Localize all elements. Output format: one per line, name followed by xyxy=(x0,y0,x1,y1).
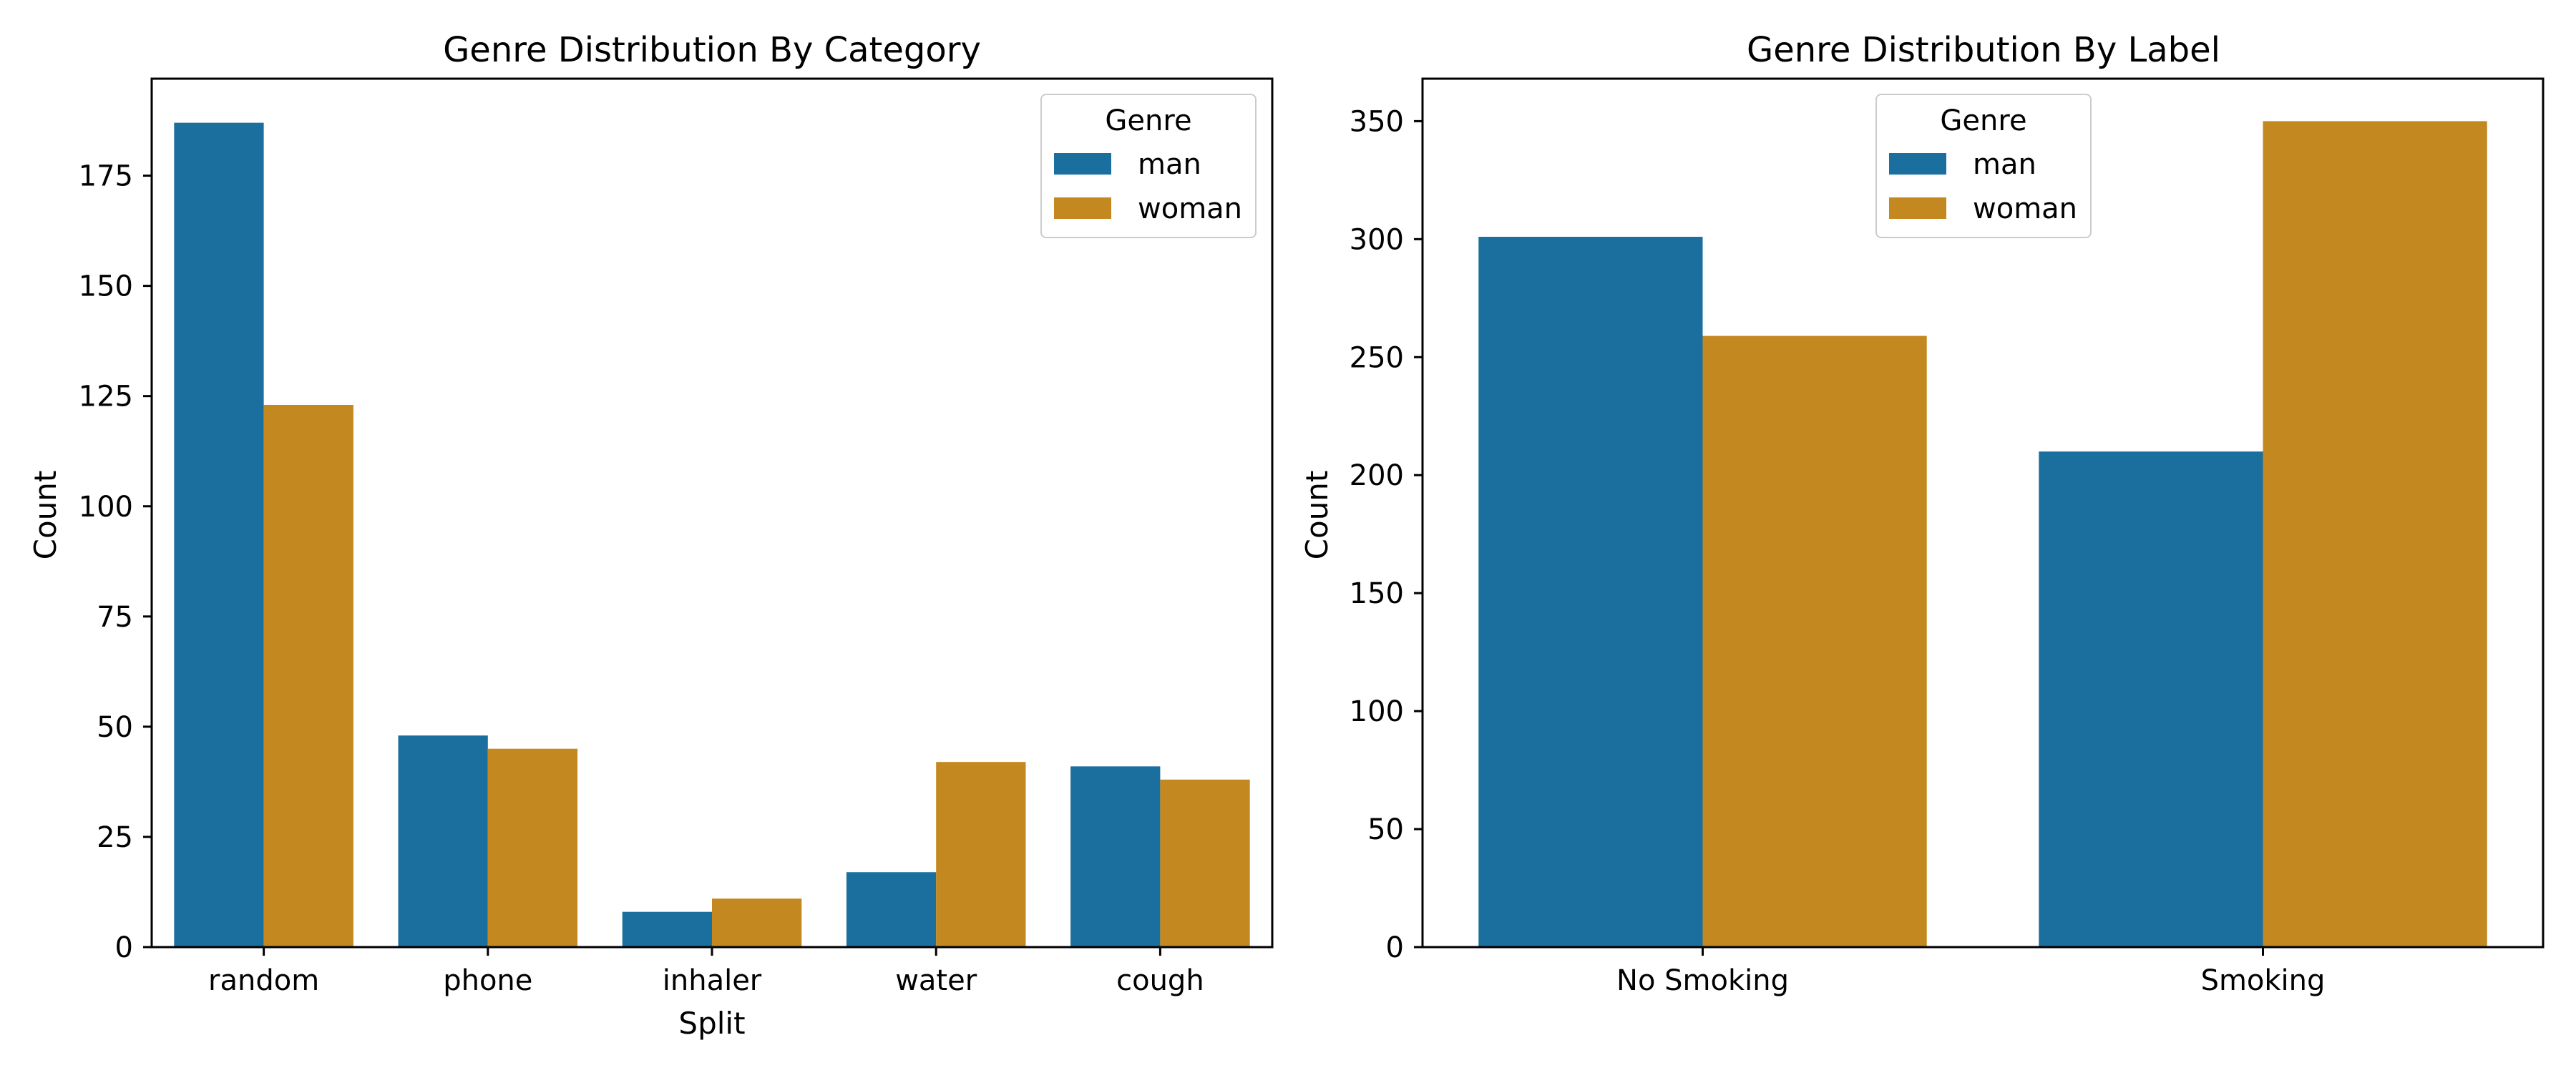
legend-label-woman: woman xyxy=(1973,192,2077,225)
legend-label-woman: woman xyxy=(1138,192,1242,225)
legend-label-man: man xyxy=(1973,148,2036,181)
y-axis-label: Count xyxy=(1299,471,1335,560)
chart-label: Genre Distribution By Label Count 0 50 100… xyxy=(1299,30,2545,997)
bar-man-random xyxy=(174,122,264,947)
y-tick-label: 125 xyxy=(79,381,133,413)
y-tick-label: 75 xyxy=(97,601,133,634)
legend-label-man: man xyxy=(1138,148,1201,181)
bar-man-phone xyxy=(398,735,488,947)
legend-swatch-man xyxy=(1889,153,1946,175)
bar-group xyxy=(1478,121,2487,948)
bar-man-water xyxy=(846,872,937,947)
legend-title: Genre xyxy=(1105,104,1191,137)
bar-woman-no-smoking xyxy=(1702,335,1927,947)
y-tick-label: 50 xyxy=(97,711,133,744)
chart-title: Genre Distribution By Category xyxy=(443,30,981,70)
y-tick-label: 25 xyxy=(97,821,133,854)
chart-category: Genre Distribution By Category Count Spl… xyxy=(28,30,1274,1041)
bar-woman-inhaler xyxy=(712,898,802,947)
legend-swatch-woman xyxy=(1889,197,1946,219)
bar-woman-random xyxy=(263,405,353,947)
x-tick-label: No Smoking xyxy=(1616,964,1789,997)
plot-frame xyxy=(1421,77,2545,949)
y-tick-label: 300 xyxy=(1350,223,1404,256)
x-axis: No Smoking Smoking xyxy=(1616,947,2325,997)
y-tick-label: 0 xyxy=(1386,931,1404,964)
y-tick-label: 175 xyxy=(79,160,133,193)
y-tick-label: 100 xyxy=(79,491,133,524)
bar-woman-smoking xyxy=(2263,121,2487,948)
x-tick-label: Smoking xyxy=(2201,964,2326,997)
legend-title: Genre xyxy=(1940,104,2026,137)
y-tick-label: 200 xyxy=(1350,459,1404,492)
y-tick-label: 150 xyxy=(79,270,133,303)
legend-swatch-woman xyxy=(1054,197,1111,219)
bar-woman-water xyxy=(936,762,1026,947)
y-tick-label: 150 xyxy=(1350,577,1404,610)
chart-title: Genre Distribution By Label xyxy=(1747,30,2220,70)
y-tick-label: 350 xyxy=(1350,105,1404,138)
bar-man-smoking xyxy=(2039,451,2263,947)
x-tick-label: random xyxy=(208,964,319,997)
x-tick-label: water xyxy=(895,964,977,997)
y-tick-label: 0 xyxy=(115,931,133,964)
legend-swatch-man xyxy=(1054,153,1111,175)
legend: Genre man woman xyxy=(1875,94,2092,238)
x-axis-label: Split xyxy=(678,1006,745,1041)
x-tick-label: phone xyxy=(443,964,532,997)
bar-woman-cough xyxy=(1160,779,1250,947)
legend: Genre man woman xyxy=(1040,94,1257,238)
y-axis: 0 25 50 75 100 125 150 175 xyxy=(79,160,152,964)
y-tick-label: 50 xyxy=(1367,813,1404,846)
x-axis: random phone inhaler water cough xyxy=(208,947,1204,997)
plot-frame xyxy=(150,77,1274,949)
bar-man-cough xyxy=(1070,766,1161,947)
y-axis-label: Count xyxy=(28,471,63,560)
y-axis: 0 50 100 150 200 250 300 350 xyxy=(1350,105,1423,964)
bar-woman-phone xyxy=(487,748,578,947)
y-tick-label: 100 xyxy=(1350,695,1404,728)
bar-man-inhaler xyxy=(622,911,712,947)
x-tick-label: cough xyxy=(1116,964,1204,997)
x-tick-label: inhaler xyxy=(663,964,762,997)
bar-man-no-smoking xyxy=(1478,237,1703,947)
y-tick-label: 250 xyxy=(1350,341,1404,374)
bar-group xyxy=(174,122,1250,947)
